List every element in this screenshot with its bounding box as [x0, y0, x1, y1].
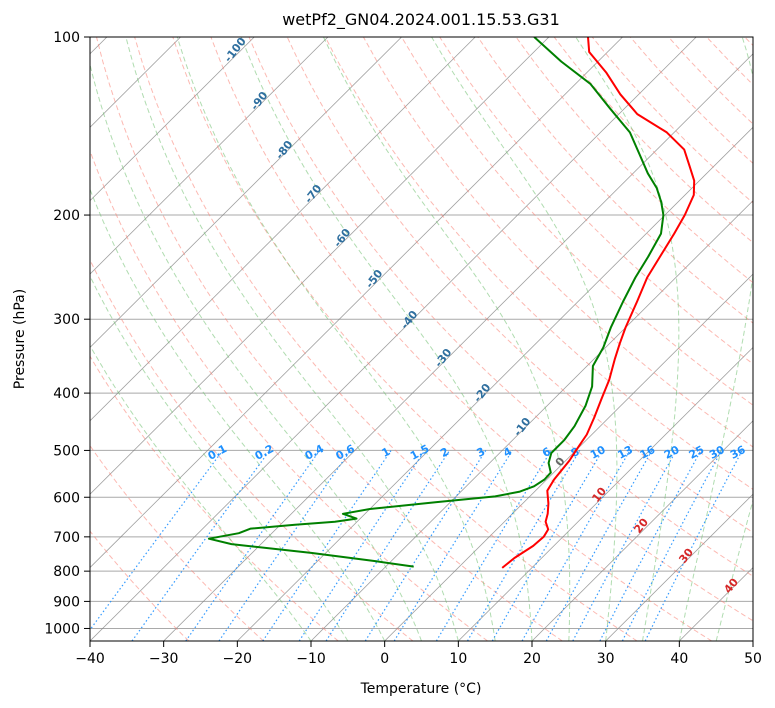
- y-tick-label: 300: [53, 312, 80, 328]
- moist-adiabat-line: [90, 187, 386, 641]
- isotherm-line: [458, 346, 753, 641]
- y-tick-label: 1000: [44, 621, 80, 637]
- isotherm-line: [237, 126, 753, 641]
- dry-adiabat-line: [90, 149, 488, 641]
- sounding-profiles: [207, 37, 696, 569]
- isotherm-gridlines: [90, 37, 753, 641]
- moist-adiabat-line: [90, 344, 312, 641]
- y-tick-label: 900: [53, 594, 80, 610]
- dry-adiabat-line: [90, 444, 264, 641]
- isotherm-line: [90, 37, 255, 202]
- moist-adiabats: [90, 37, 753, 641]
- mixing-ratio-label: 16: [638, 443, 658, 462]
- moist-adiabat-line: [176, 37, 496, 641]
- x-tick-label: −10: [296, 651, 326, 667]
- isotherm-line: [384, 273, 753, 641]
- mixing-ratio-label: 13: [615, 443, 635, 462]
- y-tick-label: 200: [53, 208, 80, 224]
- mixing-ratio-line: [90, 450, 224, 631]
- mixing-ratio-line: [545, 450, 653, 641]
- dry-adiabat-line: [439, 37, 753, 365]
- moist-adiabat-line: [575, 37, 680, 641]
- x-axis: −40 −30 −20 −10 0 10 20 30 40 50: [75, 641, 762, 667]
- mixing-ratio-line: [298, 450, 426, 641]
- y-tick-label: 400: [53, 386, 80, 402]
- dry-adiabat-line: [248, 37, 753, 577]
- y-axis-label: Pressure (hPa): [12, 289, 28, 389]
- dry-adiabat-line: [210, 37, 753, 622]
- x-tick-label: 0: [380, 651, 389, 667]
- mixing-ratio-label: 10: [588, 443, 608, 462]
- mixing-ratio-line: [572, 450, 677, 641]
- x-tick-label: −30: [149, 651, 179, 667]
- moist-adiabat-line: [90, 62, 422, 641]
- moist-adiabat-line: [90, 275, 349, 641]
- plot-frame: [89, 36, 754, 642]
- chart-title: wetPf2_GN04.2024.001.15.53.G31: [282, 10, 560, 30]
- mixing-ratio-line: [262, 450, 392, 641]
- x-tick-label: 40: [670, 651, 688, 667]
- moist-adiabat-line: [678, 37, 753, 641]
- isotherm-line: [90, 37, 623, 569]
- mixing-ratio-line: [218, 450, 351, 641]
- x-tick-label: 10: [449, 651, 467, 667]
- isotherm-line: [90, 37, 402, 348]
- isotherm-line: [90, 37, 329, 275]
- mixing-ratio-label: 25: [687, 443, 707, 462]
- dry-adiabat-line: [90, 530, 190, 641]
- y-tick-label: 600: [53, 490, 80, 506]
- dry-adiabat-line: [515, 37, 753, 284]
- isotherm-line: [605, 493, 753, 641]
- x-tick-label: 20: [523, 651, 541, 667]
- moist-adiabat-line: [125, 37, 459, 641]
- dry-adiabat-line: [324, 37, 753, 490]
- mixing-ratio-line: [644, 450, 743, 641]
- x-axis-label: Temperature (°C): [360, 681, 482, 697]
- isotherm-line: [90, 37, 697, 641]
- dry-adiabat-line: [401, 37, 753, 406]
- moist-adiabat-line: [240, 37, 533, 641]
- isotherm-line: [531, 420, 753, 641]
- mixing-ratio-lines: [90, 450, 743, 641]
- dry-adiabat-line: [96, 37, 563, 641]
- dry-adiabat-line: [172, 37, 712, 641]
- mixing-ratio-line: [325, 450, 451, 641]
- x-tick-label: −40: [75, 651, 105, 667]
- y-tick-label: 700: [53, 530, 80, 546]
- mixing-ratio-label: 20: [662, 443, 682, 462]
- dry-adiabat-line: [134, 37, 638, 641]
- y-tick-label: 800: [53, 564, 80, 580]
- mixing-ratio-label: 30: [707, 443, 727, 462]
- mixing-ratio-line: [185, 450, 321, 641]
- temperature-profile: [501, 37, 696, 569]
- x-tick-label: 50: [744, 651, 762, 667]
- y-tick-label: 500: [53, 443, 80, 459]
- isotherm-line: [163, 53, 753, 641]
- dewpoint-profile: [207, 37, 665, 568]
- x-tick-label: −20: [223, 651, 253, 667]
- moist-adiabat-line: [323, 37, 571, 641]
- x-tick-label: 30: [597, 651, 615, 667]
- isotherm-line: [90, 37, 476, 422]
- dry-adiabat-line: [90, 258, 414, 641]
- y-axis: 100 200 300 400 500 600 700 800 900 1000: [44, 30, 90, 637]
- mixing-ratio-line: [521, 450, 631, 641]
- mixing-ratio-line: [131, 450, 271, 641]
- moist-adiabat-line: [715, 498, 753, 641]
- y-tick-label: 100: [53, 30, 80, 46]
- mixing-ratio-label: 36: [728, 443, 748, 462]
- dry-adiabat-line: [90, 355, 339, 641]
- isotherm-line: [90, 37, 550, 495]
- dry-adiabats: [90, 37, 753, 641]
- moist-adiabat-line: [431, 37, 618, 641]
- mixing-ratio-line: [393, 450, 513, 641]
